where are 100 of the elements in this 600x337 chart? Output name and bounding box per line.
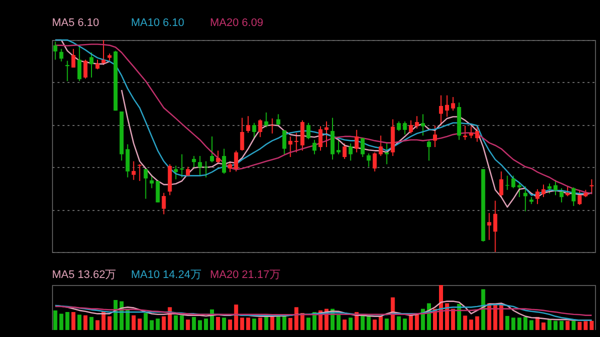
candlestick xyxy=(342,142,347,160)
bar xyxy=(246,318,250,330)
candlestick xyxy=(306,122,310,140)
candlestick xyxy=(174,165,178,180)
bar xyxy=(276,315,280,330)
bar xyxy=(469,320,474,330)
candlestick xyxy=(132,160,136,180)
bar xyxy=(174,315,178,330)
candlestick xyxy=(560,188,564,203)
candlestick xyxy=(384,142,389,165)
candlestick xyxy=(372,152,377,172)
candlestick xyxy=(330,117,335,160)
candlestick xyxy=(102,40,106,66)
bar xyxy=(53,310,58,330)
candlestick xyxy=(240,117,244,152)
series-label: MA5 6.10 xyxy=(52,17,100,29)
bar xyxy=(360,315,365,330)
candlestick xyxy=(300,120,304,152)
bar xyxy=(282,316,286,330)
candlestick xyxy=(414,116,419,130)
candlestick xyxy=(348,142,353,162)
candlestick xyxy=(53,41,58,60)
bar xyxy=(378,316,383,330)
bar xyxy=(192,316,196,330)
bar xyxy=(138,318,142,330)
candlestick xyxy=(312,139,316,155)
bar xyxy=(505,316,510,330)
candlestick xyxy=(96,59,100,70)
bar xyxy=(342,320,347,330)
candlestick xyxy=(578,190,582,206)
candlestick xyxy=(336,139,341,155)
candlestick xyxy=(402,120,407,136)
candlestick xyxy=(288,136,292,158)
bar xyxy=(132,315,136,330)
bar xyxy=(384,318,389,330)
bar xyxy=(204,318,208,330)
text: MA20 6.09 xyxy=(210,17,264,29)
bar xyxy=(222,318,226,330)
bar xyxy=(499,304,504,330)
bar xyxy=(71,312,76,330)
candlestick xyxy=(71,48,76,68)
candlestick xyxy=(192,155,196,169)
candlestick xyxy=(198,155,202,176)
bar xyxy=(228,320,232,330)
bar xyxy=(566,320,570,330)
bar xyxy=(408,315,413,330)
bar xyxy=(150,320,154,330)
candlestick xyxy=(204,160,208,178)
candlestick xyxy=(294,132,298,153)
bar xyxy=(336,314,341,330)
candlestick xyxy=(420,114,425,136)
bar xyxy=(517,318,522,330)
bar xyxy=(548,320,552,330)
candlestick xyxy=(252,122,256,140)
candlestick xyxy=(487,212,492,240)
candlestick xyxy=(324,120,329,148)
candlestick xyxy=(258,118,262,138)
bar xyxy=(535,316,540,330)
candlestick xyxy=(59,48,64,62)
candlestick xyxy=(548,183,552,194)
bar xyxy=(560,320,564,330)
candlestick xyxy=(451,96,456,112)
candlestick xyxy=(378,135,383,156)
bar xyxy=(258,318,262,330)
text: MA5 13.62万 xyxy=(52,269,116,281)
candlestick xyxy=(426,139,431,162)
candlestick xyxy=(216,150,220,165)
candlestick xyxy=(445,94,450,118)
bar xyxy=(372,320,377,330)
bar xyxy=(180,315,184,330)
bar xyxy=(348,318,353,330)
bar xyxy=(590,320,594,330)
candlestick xyxy=(156,180,160,203)
bar xyxy=(216,316,220,330)
bar xyxy=(288,318,292,330)
bar xyxy=(240,318,244,330)
candlestick xyxy=(499,170,504,198)
bar xyxy=(162,316,166,330)
candlestick xyxy=(366,152,371,168)
bar xyxy=(396,316,401,330)
candlestick xyxy=(432,125,437,148)
text: MA20 21.17万 xyxy=(210,269,280,281)
bar xyxy=(584,321,588,330)
candlestick xyxy=(541,184,546,198)
bar xyxy=(366,316,371,330)
candlestick xyxy=(572,186,576,206)
bar xyxy=(186,320,190,330)
text: MA10 14.24万 xyxy=(131,269,202,281)
candlestick xyxy=(144,168,148,200)
bar xyxy=(77,314,82,330)
bar xyxy=(96,320,100,330)
bar xyxy=(294,307,298,330)
candlestick xyxy=(150,174,154,189)
candlestick xyxy=(360,137,365,158)
bar xyxy=(89,316,94,330)
candlestick xyxy=(162,192,166,215)
candlestick xyxy=(517,182,522,198)
bar xyxy=(451,308,456,330)
bar xyxy=(108,316,112,330)
bar xyxy=(252,318,256,330)
